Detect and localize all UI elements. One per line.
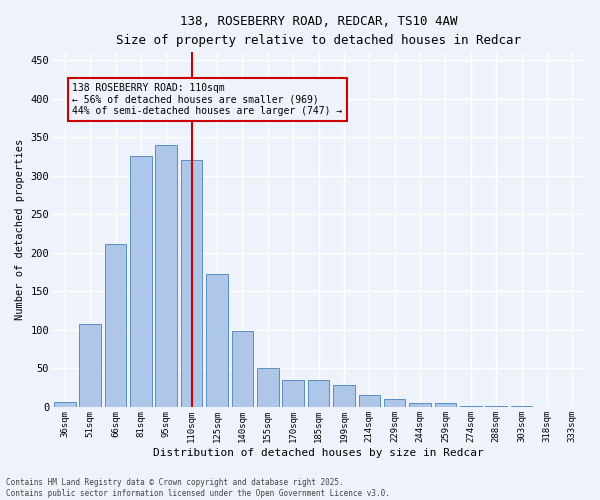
X-axis label: Distribution of detached houses by size in Redcar: Distribution of detached houses by size … bbox=[153, 448, 484, 458]
Bar bbox=[79, 324, 101, 407]
Bar bbox=[409, 403, 431, 407]
Title: 138, ROSEBERRY ROAD, REDCAR, TS10 4AW
Size of property relative to detached hous: 138, ROSEBERRY ROAD, REDCAR, TS10 4AW Si… bbox=[116, 15, 521, 47]
Bar bbox=[54, 402, 76, 407]
Bar bbox=[206, 274, 228, 407]
Bar bbox=[181, 160, 202, 407]
Bar bbox=[257, 368, 278, 407]
Bar bbox=[130, 156, 152, 407]
Bar bbox=[105, 244, 127, 407]
Bar bbox=[511, 406, 532, 407]
Bar bbox=[155, 145, 177, 407]
Text: Contains HM Land Registry data © Crown copyright and database right 2025.
Contai: Contains HM Land Registry data © Crown c… bbox=[6, 478, 390, 498]
Bar bbox=[460, 406, 482, 407]
Bar bbox=[384, 399, 406, 407]
Bar bbox=[434, 403, 456, 407]
Y-axis label: Number of detached properties: Number of detached properties bbox=[15, 139, 25, 320]
Bar bbox=[283, 380, 304, 407]
Bar bbox=[308, 380, 329, 407]
Text: 138 ROSEBERRY ROAD: 110sqm
← 56% of detached houses are smaller (969)
44% of sem: 138 ROSEBERRY ROAD: 110sqm ← 56% of deta… bbox=[73, 83, 343, 116]
Bar bbox=[359, 394, 380, 407]
Bar bbox=[485, 406, 507, 407]
Bar bbox=[333, 386, 355, 407]
Bar bbox=[232, 330, 253, 407]
